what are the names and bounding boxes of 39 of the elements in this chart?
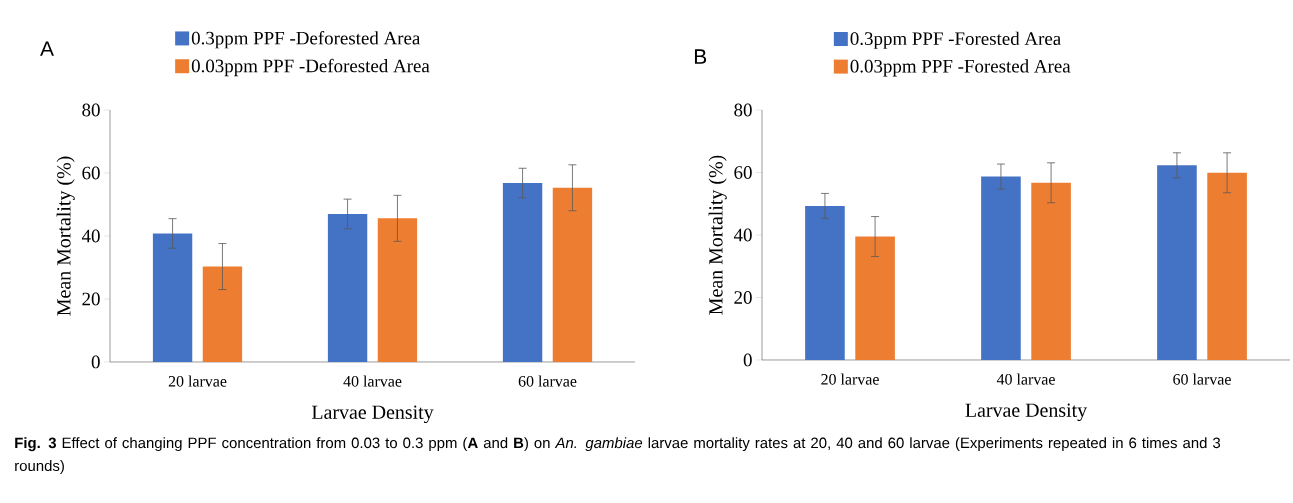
x-tick-label: 60 larvae — [1173, 373, 1231, 385]
y-tick-label: 0 — [743, 353, 752, 367]
y-tick-label: 0 — [91, 355, 100, 369]
x-tick-label: 40 larvae — [343, 375, 402, 387]
bar — [502, 183, 543, 362]
bar — [552, 187, 593, 362]
legend-label: 0.03ppm PPF -Forested Area — [850, 59, 1071, 77]
bar — [981, 176, 1021, 360]
bar — [1207, 172, 1247, 360]
bar — [377, 218, 418, 362]
y-tick-label: 60 — [82, 166, 100, 180]
x-tick-label: 40 larvae — [996, 373, 1055, 385]
bar — [327, 213, 368, 362]
y-tick-label: 20 — [734, 291, 752, 304]
y-tick-label: 80 — [734, 103, 752, 117]
legend-label: 0.03ppm PPF -Deforested Area — [191, 58, 430, 77]
chart-title: B — [694, 49, 707, 64]
chart-title: A — [40, 41, 54, 56]
bar — [805, 205, 845, 360]
legend-label: 0.3ppm PPF -Deforested Area — [191, 31, 421, 49]
x-tick-label: 60 larvae — [518, 375, 577, 387]
legend-label: 0.3ppm PPF -Forested Area — [850, 31, 1061, 49]
x-axis-title: Larvae Density — [311, 405, 434, 424]
x-tick-label: 20 larvae — [168, 375, 227, 387]
bar — [1031, 182, 1071, 360]
bar — [202, 266, 243, 362]
y-tick-label: 40 — [81, 229, 100, 243]
bar — [1157, 165, 1197, 360]
x-tick-label: 20 larvae — [821, 373, 879, 385]
y-tick-label: 60 — [734, 166, 752, 179]
y-tick-label: 80 — [82, 103, 100, 117]
text: Fig. 3 Effect of changing PPF concentration from 0.03 to 0.3 ppm (A and B) on An. gambiae larvae mortality rates at 20, 40 and 60 larvae (Experiments repeated in 6 times and 3 rounds) — [15, 437, 1221, 475]
y-axis-title: Mean Mortality (%) — [56, 156, 75, 316]
y-axis-title: Mean Mortality (%) — [708, 155, 727, 315]
bar — [152, 233, 193, 362]
bar — [855, 236, 895, 360]
x-axis-title: Larvae Density — [965, 403, 1088, 422]
y-tick-label: 20 — [82, 292, 100, 306]
y-tick-label: 40 — [733, 228, 752, 242]
